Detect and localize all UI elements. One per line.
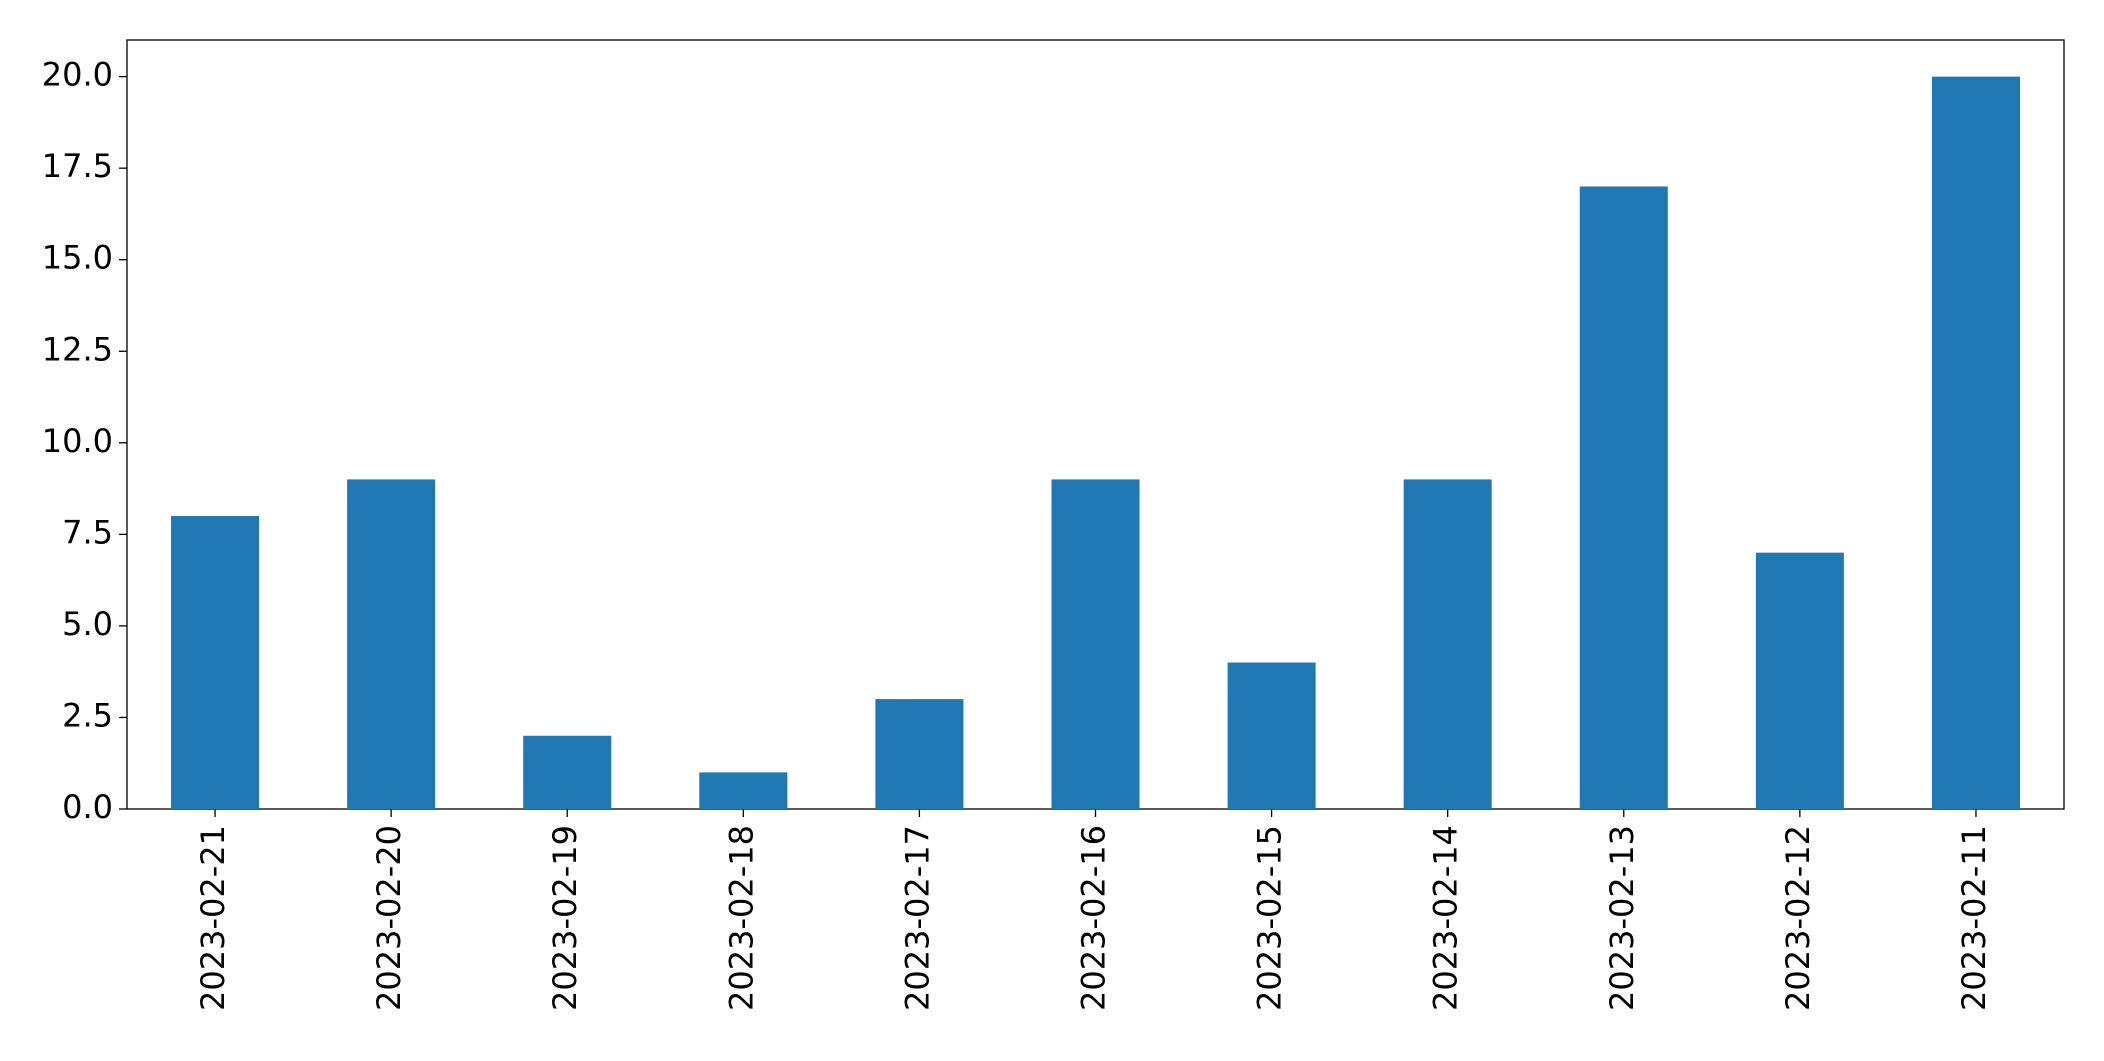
y-tick-label: 5.0 <box>62 605 113 643</box>
bar <box>347 479 436 809</box>
bar <box>1579 186 1668 809</box>
bar <box>171 516 260 809</box>
y-tick-label: 10.0 <box>42 422 113 460</box>
bar <box>1755 552 1844 809</box>
bar <box>523 735 612 809</box>
y-tick-label: 0.0 <box>62 788 113 826</box>
bar <box>699 772 788 809</box>
bar <box>1227 662 1316 809</box>
bar <box>1051 479 1140 809</box>
bar <box>1403 479 1492 809</box>
x-tick-label: 2023-02-14 <box>1427 825 1465 1011</box>
x-tick-label: 2023-02-15 <box>1251 825 1289 1011</box>
y-tick-label: 15.0 <box>42 239 113 277</box>
x-tick-label: 2023-02-21 <box>194 825 232 1011</box>
y-tick-label: 12.5 <box>42 330 113 368</box>
x-tick-label: 2023-02-11 <box>1955 825 1993 1011</box>
x-tick-label: 2023-02-20 <box>370 825 408 1011</box>
x-tick-label: 2023-02-12 <box>1779 825 1817 1011</box>
x-tick-label: 2023-02-17 <box>898 825 936 1011</box>
x-tick-label: 2023-02-19 <box>546 825 584 1011</box>
y-tick-label: 2.5 <box>62 696 113 734</box>
x-tick-label: 2023-02-13 <box>1603 825 1641 1011</box>
x-tick-label: 2023-02-16 <box>1075 825 1113 1011</box>
bar <box>875 699 964 809</box>
y-tick-label: 17.5 <box>42 147 113 185</box>
bar <box>1931 76 2020 810</box>
y-tick-label: 20.0 <box>42 56 113 94</box>
x-tick-label: 2023-02-18 <box>722 825 760 1011</box>
y-tick-label: 7.5 <box>62 513 113 551</box>
